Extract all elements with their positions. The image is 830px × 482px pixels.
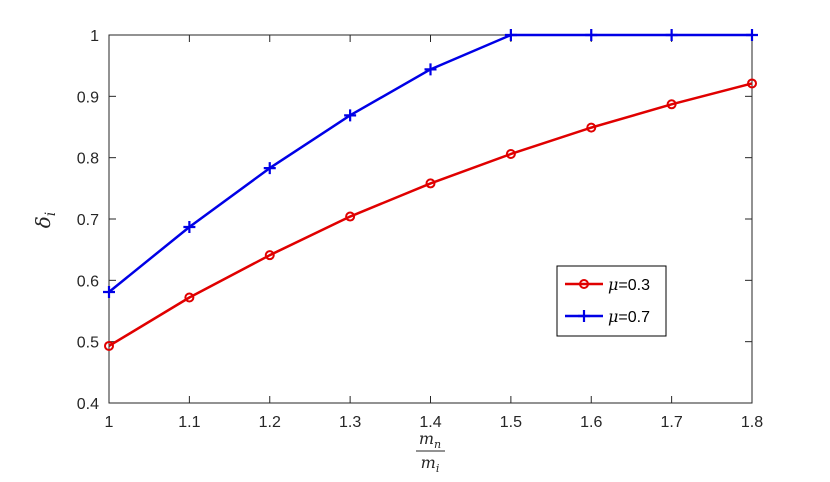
x-tick-label: 1.8 — [741, 414, 763, 431]
y-tick-label: 0.4 — [77, 396, 99, 413]
data-point — [344, 109, 357, 122]
x-tick-label: 1.7 — [661, 414, 683, 431]
y-tick-label: 0.6 — [77, 273, 99, 290]
legend-entry-1: μ=0.7 — [565, 307, 650, 326]
series-line-0 — [108, 82, 753, 348]
y-tick-label: 0.7 — [77, 212, 99, 229]
data-point — [505, 148, 516, 159]
legend-label-0-symbol: μ — [608, 275, 618, 294]
x-tick-label: 1 — [105, 414, 114, 431]
series-1 — [103, 29, 758, 298]
legend-label-1-value: =0.7 — [618, 309, 650, 326]
x-tick-label: 1.3 — [339, 414, 361, 431]
y-tick-label: 1 — [90, 28, 99, 45]
data-point — [585, 29, 598, 41]
series-layer — [103, 29, 758, 351]
data-point — [586, 122, 597, 133]
x-tick-label: 1.6 — [580, 414, 602, 431]
y-axis-label: δi — [31, 212, 59, 229]
x-axis-label-numerator-subscript: n — [434, 438, 441, 451]
series-0 — [104, 78, 757, 351]
svg-text:δi: δi — [31, 212, 59, 229]
data-point — [103, 285, 115, 298]
data-point — [183, 220, 196, 233]
data-point — [425, 178, 436, 189]
svg-text:mi: mi — [421, 453, 440, 475]
x-tick-label: 1.4 — [419, 414, 441, 431]
y-axis-label-symbol: δ — [31, 216, 55, 228]
x-tick-label: 1.2 — [259, 414, 281, 431]
x-tick-label: 1.5 — [500, 414, 522, 431]
axes-box — [108, 34, 753, 404]
x-axis-label-denominator: m — [421, 453, 436, 472]
data-point — [424, 63, 437, 76]
data-point — [263, 162, 276, 175]
plot-area — [108, 34, 753, 404]
legend-label-0-value: =0.3 — [618, 277, 650, 294]
data-point — [746, 29, 758, 41]
x-axis-label-numerator: m — [419, 429, 434, 448]
legend-label-1-symbol: μ — [608, 307, 618, 326]
x-axis-label-denominator-subscript: i — [436, 462, 440, 475]
ticks: 1 1.1 1.2 1.3 1.4 1.5 1.6 1.7 1.8 0.4 0.5 0.6 0.7 0.8… — [77, 28, 763, 431]
data-point — [504, 29, 517, 41]
data-point — [104, 340, 114, 351]
data-point — [184, 292, 195, 303]
legend: μ=0.3 μ=0.7 — [556, 265, 667, 337]
svg-text:μ=0.7: μ=0.7 — [608, 307, 650, 326]
legend-entry-0: μ=0.3 — [565, 275, 650, 294]
y-tick-label: 0.5 — [77, 335, 99, 352]
data-point — [666, 99, 677, 110]
legend-marker-1 — [578, 310, 590, 322]
svg-text:μ=0.3: μ=0.3 — [608, 275, 650, 294]
y-tick-label: 0.8 — [77, 151, 99, 168]
data-point — [345, 211, 356, 222]
data-point — [747, 78, 757, 89]
data-point — [665, 29, 678, 41]
y-tick-label: 0.9 — [77, 89, 99, 106]
legend-box — [556, 265, 667, 337]
x-axis-label: mn mi — [416, 429, 445, 475]
legend-marker-0 — [579, 279, 589, 289]
y-axis-label-subscript: i — [43, 212, 59, 216]
data-point — [264, 250, 275, 261]
x-tick-label: 1.1 — [178, 414, 200, 431]
svg-text:mn: mn — [419, 429, 441, 451]
